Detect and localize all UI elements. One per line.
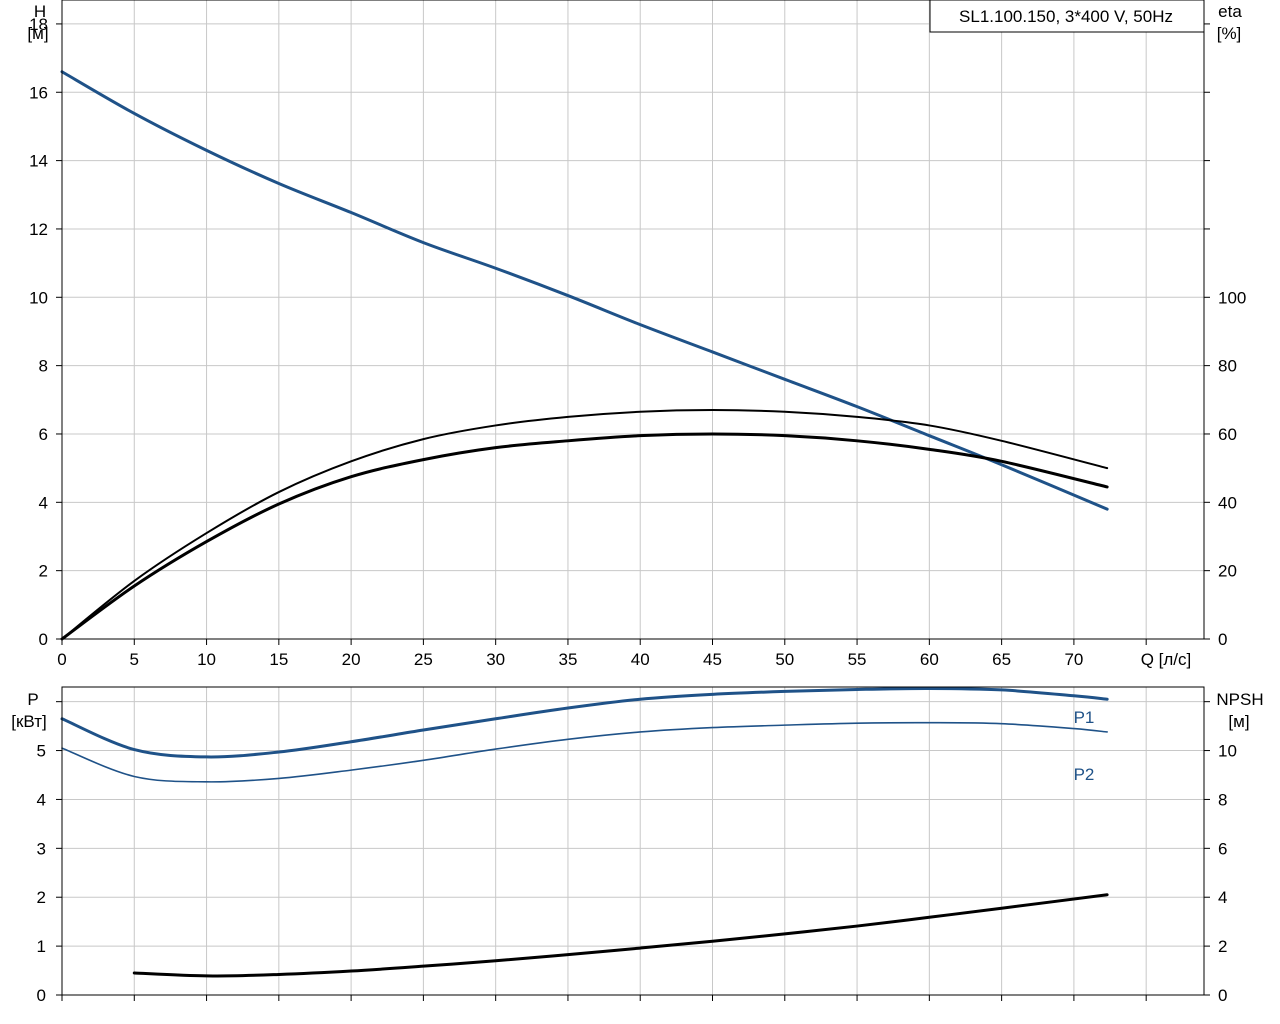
y-left-tick-label: 0 [37, 986, 46, 1005]
x-tick-label: 25 [414, 650, 433, 669]
y-left-tick-label: 16 [29, 83, 48, 102]
y-right-tick-label: 10 [1218, 742, 1237, 761]
y-left-tick-label: 1 [37, 937, 46, 956]
x-axis-label: Q [л/с] [1141, 650, 1192, 669]
y-right-tick-label: 8 [1218, 790, 1227, 809]
y-right-label-bottom-2: [м] [1228, 712, 1249, 731]
top-panel-frame [61, 0, 1205, 640]
x-tick-label: 65 [992, 650, 1011, 669]
series-p1 [60, 686, 1109, 759]
series-h [60, 70, 1109, 511]
y-left-tick-label: 2 [37, 888, 46, 907]
y-right-label-bottom-1: NPSH [1216, 690, 1263, 709]
legend-p2: P2 [1074, 765, 1095, 784]
x-tick-label: 40 [631, 650, 650, 669]
y-left-tick-label: 0 [39, 630, 48, 649]
y-left-tick-label: 10 [29, 288, 48, 307]
series-npsh [132, 893, 1109, 978]
y-left-label-bottom-1: P [27, 690, 38, 709]
y-right-tick-label: 4 [1218, 888, 1227, 907]
top-panel-grid [62, 0, 1204, 639]
x-tick-label: 10 [197, 650, 216, 669]
y-left-tick-label: 12 [29, 220, 48, 239]
y-right-tick-label: 0 [1218, 630, 1227, 649]
bottom-panel-curves [60, 686, 1109, 978]
y-right-tick-label: 80 [1218, 357, 1237, 376]
x-tick-label: 5 [130, 650, 139, 669]
y-left-tick-label: 14 [29, 152, 48, 171]
y-left-label-top-2: [м] [27, 24, 48, 43]
series-eta-thin [61, 409, 1109, 640]
bottom-panel-ticks: 0 1 2 3 4 5 0 2 4 6 8 10 [37, 701, 1237, 1005]
y-left-tick-label: 4 [37, 790, 46, 809]
y-right-tick-label: 2 [1218, 937, 1227, 956]
title-box [929, 0, 1205, 33]
y-left-tick-label: 4 [39, 493, 48, 512]
y-right-tick-label: 100 [1218, 288, 1246, 307]
x-tick-label: 50 [775, 650, 794, 669]
y-right-label-top-1: eta [1218, 2, 1242, 21]
chart-title: SL1.100.150, 3*400 V, 50Hz [959, 7, 1173, 26]
x-tick-label: 60 [920, 650, 939, 669]
y-right-tick-label: 6 [1218, 839, 1227, 858]
x-tick-label: 0 [57, 650, 66, 669]
y-right-tick-label: 20 [1218, 562, 1237, 581]
y-left-tick-label: 8 [39, 357, 48, 376]
x-tick-label: 30 [486, 650, 505, 669]
series-p2 [61, 721, 1108, 783]
x-tick-label: 70 [1064, 650, 1083, 669]
y-left-label-bottom-2: [кВт] [11, 712, 46, 731]
x-tick-label: 15 [269, 650, 288, 669]
x-tick-label: 20 [342, 650, 361, 669]
bottom-panel-frame [61, 686, 1205, 996]
y-left-tick-label: 6 [39, 425, 48, 444]
top-panel-curves [60, 70, 1109, 641]
series-eta-thick [60, 432, 1109, 641]
bottom-panel-grid [62, 687, 1204, 995]
y-left-label-top-1: H [34, 2, 46, 21]
x-tick-label: 55 [848, 650, 867, 669]
legend-p1: P1 [1074, 708, 1095, 727]
y-left-tick-label: 2 [39, 562, 48, 581]
y-left-tick-label: 3 [37, 839, 46, 858]
y-right-tick-label: 0 [1218, 986, 1227, 1005]
y-left-tick-label: 5 [37, 742, 46, 761]
y-right-tick-label: 60 [1218, 425, 1237, 444]
top-panel-ticks: 0 5 10 15 20 25 30 35 40 45 50 55 60 65 70 0 2 4 6 8 10 12 14 1… [29, 15, 1246, 669]
y-right-label-top-2: [%] [1217, 24, 1242, 43]
y-left-tick-label: 18 [29, 15, 48, 34]
y-right-tick-label: 40 [1218, 493, 1237, 512]
x-tick-label: 45 [703, 650, 722, 669]
x-tick-label: 35 [558, 650, 577, 669]
